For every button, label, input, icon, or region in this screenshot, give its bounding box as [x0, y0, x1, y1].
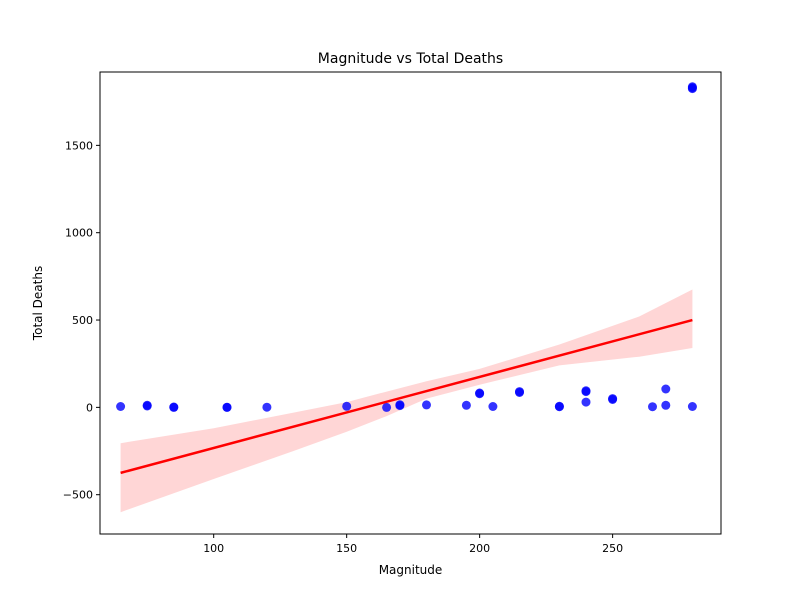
data-point	[395, 400, 405, 410]
data-point	[554, 401, 564, 411]
data-point	[422, 400, 431, 410]
data-point	[515, 387, 524, 397]
data-point	[661, 400, 671, 410]
chart-title: Magnitude vs Total Deaths	[318, 51, 503, 67]
y-tick-label: 1500	[65, 139, 93, 152]
y-axis-label: Total Deaths	[31, 266, 45, 341]
x-tick-label: 100	[203, 542, 224, 555]
y-axis-ticks: −500 0 500 1000 1500	[63, 139, 100, 502]
data-point	[488, 402, 498, 411]
data-point	[687, 82, 697, 92]
x-tick-label: 150	[336, 542, 357, 555]
data-point	[461, 400, 471, 410]
data-point	[222, 402, 232, 412]
x-tick-label: 200	[469, 542, 490, 555]
data-point	[687, 402, 697, 411]
y-tick-label: 500	[72, 314, 93, 327]
y-tick-label: 0	[86, 401, 93, 414]
plot-frame	[99, 71, 722, 535]
data-point	[262, 402, 272, 412]
x-axis-label: Magnitude	[379, 563, 443, 577]
data-point	[342, 401, 352, 411]
x-tick-label: 250	[602, 542, 623, 555]
data-point	[581, 397, 591, 407]
data-point	[169, 402, 179, 412]
regression-line	[120, 318, 693, 475]
data-point	[475, 388, 485, 398]
data-points	[116, 82, 697, 412]
data-point	[382, 402, 392, 412]
y-tick-label: 1000	[65, 227, 93, 240]
data-point	[648, 402, 657, 412]
data-point	[608, 394, 618, 404]
x-axis-ticks: 100 150 200 250	[203, 534, 623, 555]
data-point	[661, 384, 671, 394]
plot-area	[116, 82, 697, 513]
y-tick-label: −500	[63, 489, 93, 502]
data-point	[142, 400, 152, 410]
data-point	[116, 402, 126, 411]
data-point	[581, 386, 591, 396]
confidence-band	[120, 289, 693, 513]
